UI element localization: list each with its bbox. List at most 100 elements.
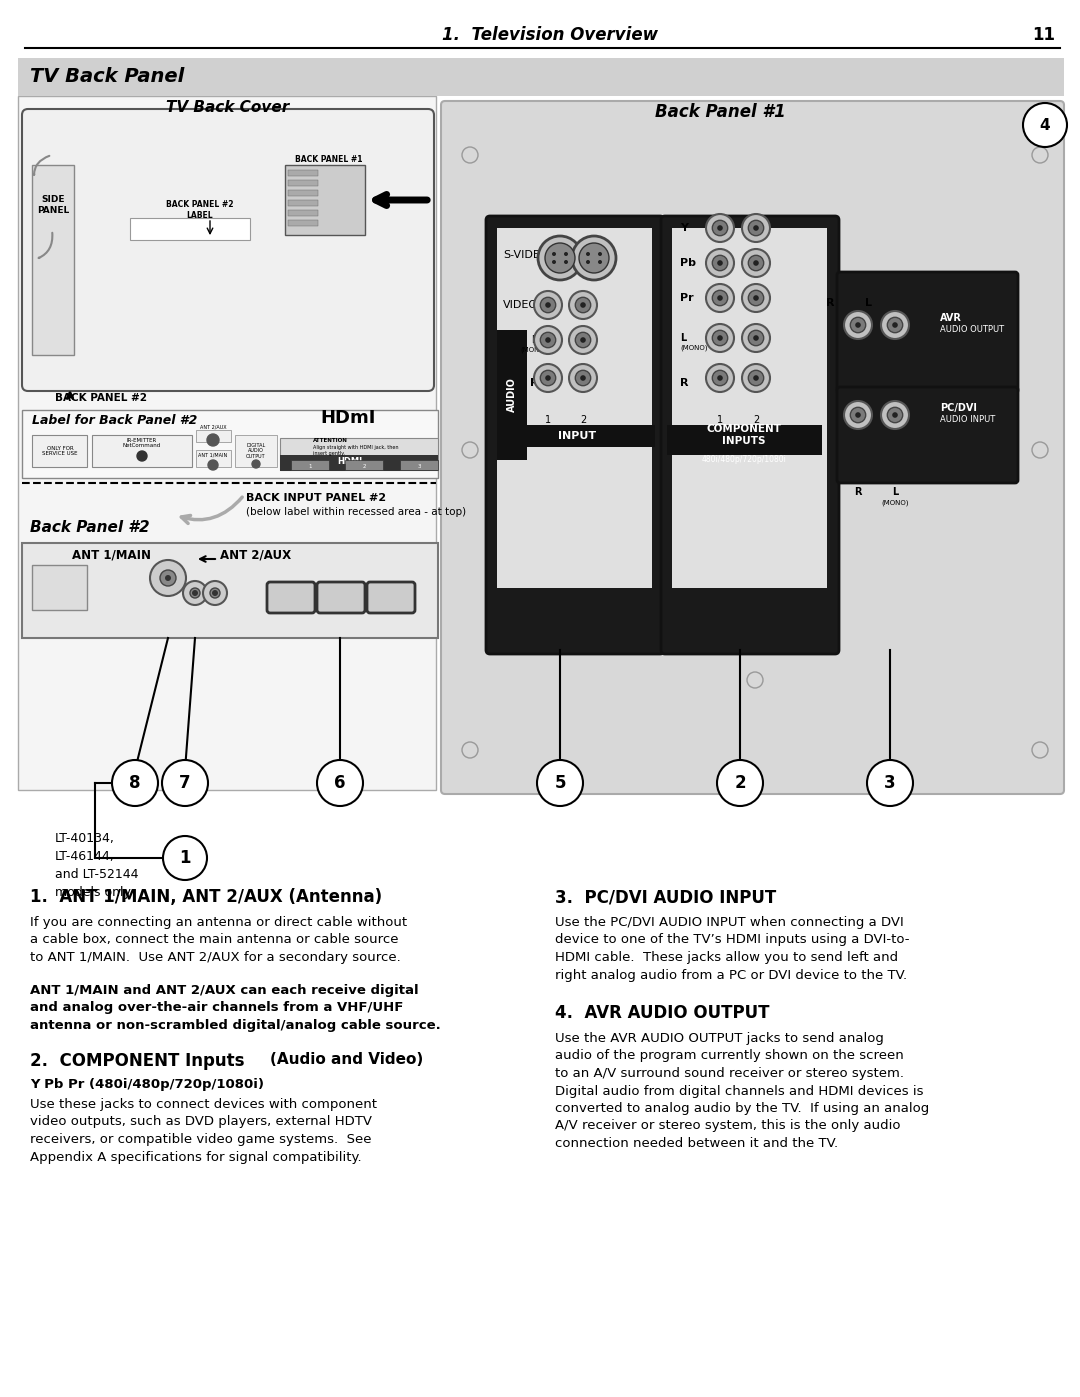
- Circle shape: [203, 581, 227, 605]
- Circle shape: [892, 323, 897, 328]
- Bar: [32, 434, 87, 467]
- Bar: [130, 218, 249, 240]
- Text: 1: 1: [179, 849, 191, 868]
- FancyArrowPatch shape: [39, 233, 53, 258]
- Text: 1: 1: [717, 415, 724, 425]
- Text: HDmI: HDmI: [320, 409, 376, 427]
- Circle shape: [843, 312, 872, 339]
- Circle shape: [579, 243, 609, 272]
- Circle shape: [713, 256, 728, 271]
- Circle shape: [580, 376, 585, 381]
- Circle shape: [545, 243, 575, 272]
- Circle shape: [717, 376, 723, 381]
- Circle shape: [706, 214, 734, 242]
- Circle shape: [586, 260, 590, 264]
- Text: AUDIO INPUT: AUDIO INPUT: [940, 415, 996, 425]
- Circle shape: [706, 324, 734, 352]
- Circle shape: [112, 760, 158, 806]
- Circle shape: [538, 236, 582, 279]
- Text: L: L: [892, 488, 899, 497]
- Circle shape: [855, 412, 861, 418]
- Text: 3: 3: [885, 774, 895, 792]
- Circle shape: [706, 284, 734, 312]
- Text: IR-EMITTER
NetCommand: IR-EMITTER NetCommand: [123, 437, 161, 448]
- Text: AUDIO OUTPUT: AUDIO OUTPUT: [940, 326, 1004, 334]
- Circle shape: [537, 760, 583, 806]
- Circle shape: [160, 570, 176, 585]
- Circle shape: [748, 370, 764, 386]
- Circle shape: [753, 225, 759, 231]
- Bar: [32, 564, 87, 610]
- Text: 2: 2: [580, 415, 586, 425]
- Text: BACK PANEL #2
LABEL: BACK PANEL #2 LABEL: [166, 200, 233, 221]
- Text: Align straight with HDMI jack, then: Align straight with HDMI jack, then: [313, 446, 399, 450]
- Circle shape: [748, 291, 764, 306]
- Bar: [288, 170, 318, 176]
- Text: ANT 1/MAIN​ and ​ANT 2/AUX​ can each receive digital
and analog over-the-air cha: ANT 1/MAIN​ and ​ANT 2/AUX​ can each rec…: [30, 983, 441, 1032]
- Text: TV Back Cover: TV Back Cover: [166, 101, 289, 116]
- Circle shape: [569, 365, 597, 393]
- Bar: [345, 460, 383, 469]
- Circle shape: [580, 337, 585, 342]
- Text: 4.  AVR AUDIO OUTPUT: 4. AVR AUDIO OUTPUT: [555, 1004, 769, 1023]
- Text: 3.  PC/DVI AUDIO INPUT: 3. PC/DVI AUDIO INPUT: [555, 888, 777, 907]
- Text: 1.  Television Overview: 1. Television Overview: [442, 27, 658, 43]
- Circle shape: [540, 370, 556, 386]
- Bar: [288, 200, 318, 205]
- Circle shape: [753, 376, 759, 381]
- FancyBboxPatch shape: [837, 387, 1018, 483]
- Circle shape: [545, 302, 551, 307]
- Text: Pr: Pr: [680, 293, 693, 303]
- Circle shape: [576, 370, 591, 386]
- FancyBboxPatch shape: [367, 583, 415, 613]
- Bar: [288, 180, 318, 186]
- Text: 2: 2: [362, 464, 366, 469]
- Text: 1: 1: [308, 464, 312, 469]
- Circle shape: [162, 760, 208, 806]
- Text: (MONO): (MONO): [881, 500, 908, 506]
- Circle shape: [843, 401, 872, 429]
- Text: L: L: [680, 332, 686, 344]
- Circle shape: [706, 365, 734, 393]
- Text: 5: 5: [554, 774, 566, 792]
- Circle shape: [706, 249, 734, 277]
- Circle shape: [545, 376, 551, 381]
- FancyArrowPatch shape: [181, 497, 242, 524]
- Text: 8: 8: [130, 774, 140, 792]
- Bar: [18, 96, 436, 789]
- Text: DIGITAL
AUDIO
OUTPUT: DIGITAL AUDIO OUTPUT: [246, 443, 266, 460]
- Text: BACK PANEL #1: BACK PANEL #1: [295, 155, 363, 165]
- Text: (MONO): (MONO): [521, 346, 548, 353]
- Circle shape: [569, 326, 597, 353]
- Circle shape: [183, 581, 207, 605]
- Text: (MONO): (MONO): [680, 345, 707, 351]
- Circle shape: [540, 298, 556, 313]
- Text: ANT 1/MAIN: ANT 1/MAIN: [199, 453, 228, 457]
- Bar: [291, 460, 329, 469]
- Circle shape: [210, 588, 220, 598]
- Circle shape: [717, 295, 723, 300]
- Circle shape: [564, 260, 568, 264]
- Circle shape: [713, 291, 728, 306]
- Text: INPUT: INPUT: [558, 432, 596, 441]
- Text: 11: 11: [1032, 27, 1055, 43]
- Text: 2: 2: [753, 415, 759, 425]
- Circle shape: [208, 460, 218, 469]
- Text: VIDEO: VIDEO: [503, 300, 538, 310]
- FancyBboxPatch shape: [486, 217, 664, 654]
- Text: ANT 2/AUX: ANT 2/AUX: [200, 425, 227, 429]
- Circle shape: [717, 335, 723, 341]
- Bar: [672, 228, 827, 588]
- Circle shape: [748, 221, 764, 236]
- Circle shape: [713, 330, 728, 345]
- Text: 2: 2: [734, 774, 746, 792]
- Bar: [92, 434, 192, 467]
- Circle shape: [586, 251, 590, 256]
- Text: Y: Y: [680, 224, 688, 233]
- FancyBboxPatch shape: [267, 583, 315, 613]
- Circle shape: [888, 317, 903, 332]
- Bar: [667, 425, 822, 455]
- Circle shape: [137, 451, 147, 461]
- Bar: [497, 228, 652, 588]
- Text: Back Panel #2: Back Panel #2: [30, 521, 150, 535]
